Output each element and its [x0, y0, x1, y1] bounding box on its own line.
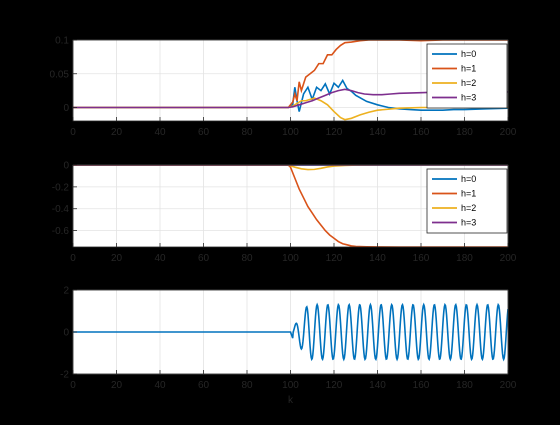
- y-tick-label: 0.1: [55, 36, 69, 47]
- x-tick-label: 0: [70, 127, 76, 138]
- x-tick-label: 40: [154, 253, 166, 264]
- x-tick-label: 100: [282, 380, 299, 391]
- x-tick-label: 100: [282, 127, 299, 138]
- x-tick-label: 160: [413, 380, 430, 391]
- legend-label: h=2: [461, 203, 476, 213]
- x-tick-label: 20: [111, 253, 123, 264]
- x-tick-label: 180: [456, 127, 473, 138]
- x-tick-label: 120: [326, 253, 343, 264]
- x-tick-label: 60: [198, 380, 210, 391]
- series-line-signal: [73, 302, 508, 362]
- x-tick-label: 60: [198, 127, 210, 138]
- y-tick-label: -0.6: [52, 226, 70, 237]
- series-line-h=1: [73, 40, 508, 109]
- legend: h=0 h=1 h=2 h=3: [426, 43, 508, 109]
- legend-label: h=0: [461, 174, 476, 184]
- y-tick-label: -0.4: [52, 204, 70, 215]
- legend-label: h=1: [461, 64, 476, 74]
- x-tick-label: 0: [70, 380, 76, 391]
- x-tick-label: 180: [456, 380, 473, 391]
- x-tick-label: 160: [413, 253, 430, 264]
- x-tick-label: 140: [369, 127, 386, 138]
- x-tick-label: 60: [198, 253, 210, 264]
- subplot-2: 0 20 40 60 80 100 120 140 160 180 200 -0.6 -0.4 -0.2 0…: [52, 161, 517, 265]
- x-tick-label: 20: [111, 127, 123, 138]
- legend-label: h=0: [461, 49, 476, 59]
- x-tick-label: 140: [369, 380, 386, 391]
- x-tick-label: 80: [241, 127, 253, 138]
- y-tick-label: 2: [63, 286, 69, 297]
- y-tick-label: -2: [60, 370, 69, 381]
- x-tick-label: 140: [369, 253, 386, 264]
- y-tick-label: -0.2: [52, 182, 70, 193]
- y-tick-label: 0: [63, 103, 69, 114]
- legend-label: h=3: [461, 218, 476, 228]
- x-tick-label: 80: [241, 253, 253, 264]
- x-tick-label: 200: [500, 253, 517, 264]
- x-tick-label: 200: [500, 127, 517, 138]
- y-tick-label: 0: [63, 161, 69, 172]
- legend-label: h=1: [461, 189, 476, 199]
- legend-label: h=3: [461, 93, 476, 103]
- series-line-h=0: [73, 78, 508, 112]
- x-tick-label: 20: [111, 380, 123, 391]
- x-tick-label: 0: [70, 253, 76, 264]
- x-tick-label: 160: [413, 127, 430, 138]
- y-tick-label: 0: [63, 328, 69, 339]
- x-tick-label: 120: [326, 127, 343, 138]
- x-tick-label: 40: [154, 380, 166, 391]
- legend: h=0 h=1 h=2 h=3: [426, 168, 508, 234]
- x-tick-label: 180: [456, 253, 473, 264]
- legend-label: h=2: [461, 78, 476, 88]
- y-tick-label: 0.05: [50, 69, 70, 80]
- x-tick-label: 100: [282, 253, 299, 264]
- x-tick-label: 200: [500, 380, 517, 391]
- x-tick-label: 40: [154, 127, 166, 138]
- x-tick-label: 80: [241, 380, 253, 391]
- subplot-1: 0 20 40 60 80 100 120 140 160 180 20000.050.1h=0h=…: [50, 36, 517, 139]
- x-axis-label: k: [288, 395, 294, 406]
- x-tick-label: 120: [326, 380, 343, 391]
